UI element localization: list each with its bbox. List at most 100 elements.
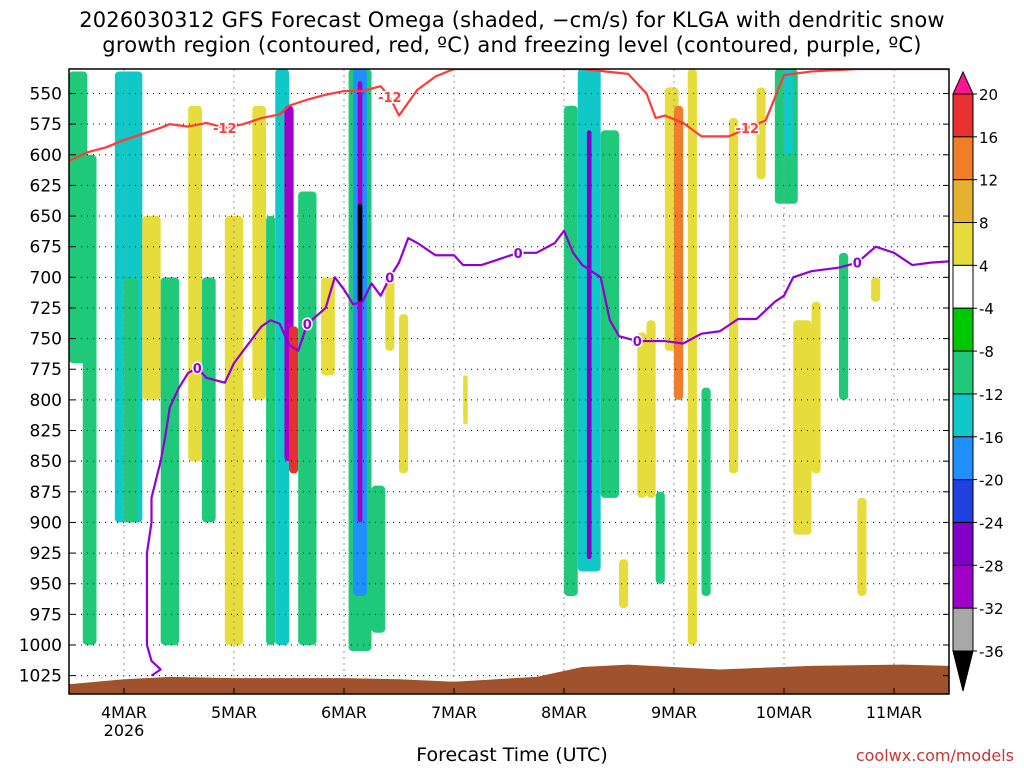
chart-title-line-2: growth region (contoured, red, ºC) and f… [102, 33, 922, 57]
plot-area [69, 69, 949, 694]
x-axis-title: Forecast Time (UTC) [416, 744, 608, 766]
y-tick-label: 575 [30, 115, 62, 135]
colorbar-label: 20 [979, 86, 998, 104]
source-credit[interactable]: coolwx.com/models [855, 746, 1014, 765]
colorbar-label: -4 [979, 300, 994, 318]
y-tick-label: 750 [30, 330, 62, 350]
y-tick-label: 1025 [19, 667, 62, 687]
y-tick-label: 925 [30, 544, 62, 564]
omega-shaded-cell [564, 105, 578, 596]
omega-shaded-cell [385, 277, 395, 351]
omega-shaded-cell [729, 118, 739, 474]
omega-shaded-cell [784, 69, 794, 155]
y-tick-label: 875 [30, 483, 62, 503]
omega-shaded-cell [321, 277, 335, 376]
omega-shaded-cell [586, 130, 592, 560]
y-tick-label: 675 [30, 238, 62, 258]
colorbar-box [952, 564, 974, 609]
y-tick-label: 1000 [19, 636, 62, 656]
colorbar-top-triangle [952, 70, 974, 95]
dendritic-contour-label: -12 [213, 122, 237, 137]
colorbar-label: -32 [979, 600, 1004, 618]
y-tick-label: 825 [30, 422, 62, 442]
colorbar-box [952, 436, 974, 481]
freezing-contour-label: 0 [303, 318, 312, 333]
y-tick-label: 625 [30, 176, 62, 196]
omega-shaded-cell [289, 326, 299, 474]
omega-shaded-cell [857, 497, 867, 596]
omega-shaded-cell [252, 105, 267, 400]
x-tick-label: 6MAR [321, 703, 367, 722]
colorbar-label: -8 [979, 343, 994, 361]
x-tick-label: 4MAR [101, 703, 147, 722]
freezing-contour-line [145, 229, 949, 677]
omega-shaded-cell [793, 320, 812, 535]
colorbar-box [952, 93, 974, 138]
x-tick-label: 8MAR [541, 703, 587, 722]
colorbar-box [952, 222, 974, 266]
omega-shaded-cell [674, 105, 684, 400]
freezing-contour-label: 0 [853, 257, 862, 272]
omega-shaded-cell [687, 69, 697, 645]
omega-shaded-cell [188, 105, 202, 462]
omega-shaded-cell [124, 277, 138, 523]
dendritic-contour-label: -12 [378, 91, 402, 106]
omega-shaded-cell [399, 314, 409, 474]
colorbar-label: -24 [979, 514, 1004, 532]
y-tick-label: 600 [30, 146, 62, 166]
colorbar-label: 4 [979, 257, 989, 275]
omega-shaded-cell [619, 559, 629, 609]
colorbar-label: 12 [979, 172, 998, 190]
omega-shaded-cell [701, 387, 711, 596]
colorbar-label: -36 [979, 643, 1004, 661]
y-tick-label: 700 [30, 268, 62, 288]
omega-shaded-cell [82, 154, 97, 645]
colorbar-box [952, 179, 974, 224]
y-tick-label: 900 [30, 513, 62, 533]
colorbar-box [952, 136, 974, 181]
colorbar-box [952, 393, 974, 438]
y-tick-label: 850 [30, 452, 62, 472]
x-tick-label: 10MAR [756, 703, 812, 722]
y-tick-label: 975 [30, 605, 62, 625]
omega-shaded-cell [357, 203, 363, 302]
colorbar-box [952, 307, 974, 352]
omega-shaded-cell [655, 491, 665, 584]
omega-shaded-cell [201, 277, 216, 523]
freezing-contour-label: 0 [633, 335, 642, 350]
x-tick-label: 5MAR [211, 703, 257, 722]
terrain-fill [69, 664, 949, 694]
colorbar-label: -20 [979, 472, 1004, 490]
omega-shaded-cell [637, 332, 647, 498]
colorbar-label: 8 [979, 215, 989, 233]
x-tick-label: 7MAR [431, 703, 477, 722]
chart-title-line-1: 2026030312 GFS Forecast Omega (shaded, −… [79, 8, 945, 32]
y-tick-label: 950 [30, 575, 62, 595]
plot-frame [68, 68, 950, 695]
colorbar-label: -16 [979, 429, 1004, 447]
omega-shaded-cell [371, 485, 386, 633]
colorbar-bottom-triangle [952, 650, 974, 692]
colorbar-box [952, 264, 974, 309]
dendritic-contour-label: -12 [736, 122, 760, 137]
omega-shaded-cell [160, 277, 179, 645]
omega-shaded-cell [646, 320, 656, 498]
omega-shaded-cell [266, 216, 276, 645]
omega-shaded-cell [600, 130, 619, 498]
y-tick-label: 725 [30, 299, 62, 319]
colorbar-box [952, 521, 974, 566]
freezing-contour-label: 0 [385, 271, 394, 286]
omega-shaded-cell [811, 301, 821, 474]
colorbar-label: -28 [979, 557, 1004, 575]
colorbar-label: 16 [979, 129, 998, 147]
x-tick-sublabel: 2026 [104, 721, 145, 740]
omega-shaded-cell [756, 87, 766, 180]
omega-shaded-cell [839, 252, 849, 400]
y-tick-label: 650 [30, 207, 62, 227]
colorbar-box [952, 479, 974, 523]
colorbar-label: -12 [979, 386, 1004, 404]
dendritic-contour-line [69, 69, 949, 162]
freezing-contour-label: 0 [193, 362, 202, 377]
colorbar-box [952, 607, 974, 652]
